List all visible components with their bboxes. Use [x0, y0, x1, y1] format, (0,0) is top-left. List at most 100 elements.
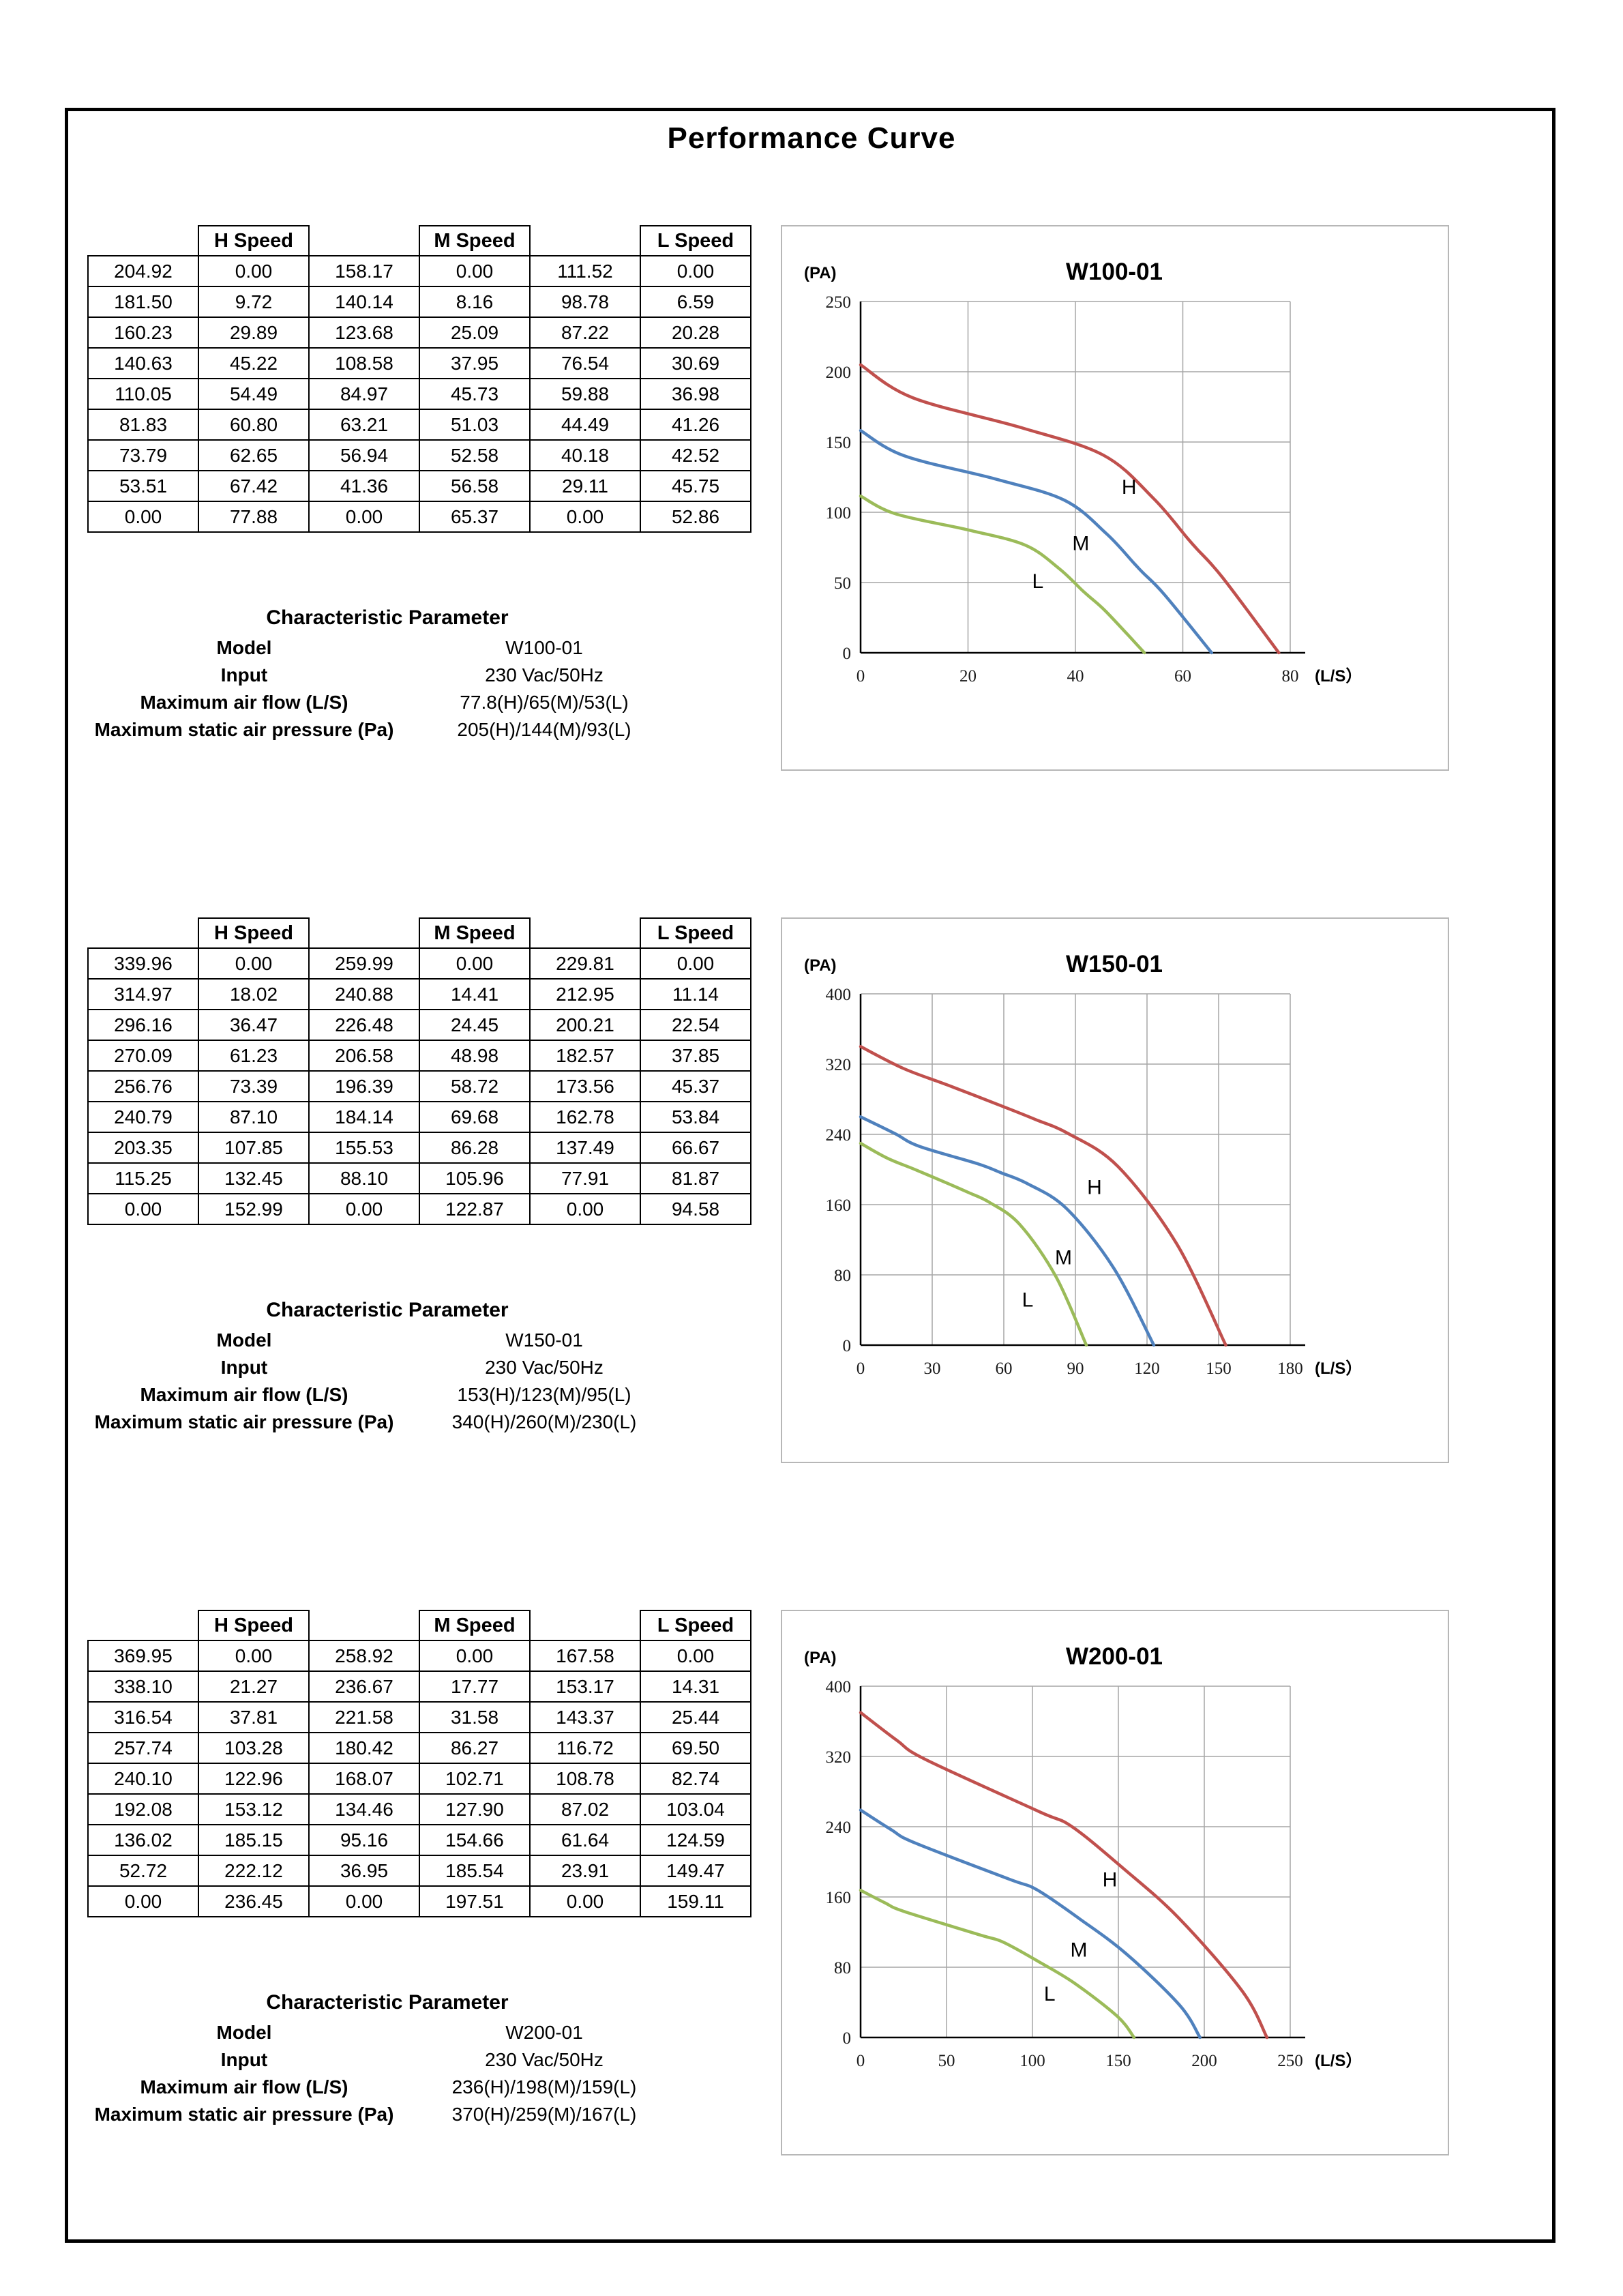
- param-value-pressure: 370(H)/259(M)/167(L): [451, 2104, 637, 2125]
- y-axis-unit-label: (PA): [804, 264, 837, 282]
- table-cell: 77.91: [529, 1162, 641, 1194]
- svg-text:80: 80: [834, 1267, 851, 1285]
- table-cell: 73.39: [198, 1070, 310, 1102]
- l-speed-header: L Speed: [640, 917, 751, 949]
- svg-text:320: 320: [826, 1748, 852, 1767]
- table-cell: 0.00: [198, 255, 310, 287]
- performance-chart: 0 80 160 240 320 400 0 50 100 150 200 250 (PA) W200-0…: [804, 1643, 1362, 2070]
- table-cell: 108.78: [529, 1763, 641, 1795]
- table-cell: 23.91: [529, 1855, 641, 1887]
- table-cell: 134.46: [308, 1793, 420, 1825]
- table-row: 204.92 0.00 158.17 0.00 111.52 0.00: [87, 255, 751, 287]
- param-row: Model W200-01: [87, 2019, 687, 2046]
- param-value-model: W100-01: [505, 637, 583, 658]
- table-cell: 87.10: [198, 1101, 310, 1133]
- table-row: 369.95 0.00 258.92 0.00 167.58 0.00: [87, 1640, 751, 1672]
- table-row: 160.23 29.89 123.68 25.09 87.22 20.28: [87, 317, 751, 349]
- param-label-input: Input: [220, 2049, 268, 2070]
- table-cell: 20.28: [640, 317, 751, 349]
- curve-L: [859, 1888, 1136, 2040]
- curve-M: [859, 428, 1214, 655]
- param-row: Maximum static air pressure (Pa) 340(H)/…: [87, 1409, 687, 1436]
- table-cell: 226.48: [308, 1009, 420, 1041]
- table-cell: 137.49: [529, 1132, 641, 1164]
- chart-title: W200-01: [1066, 1643, 1163, 1670]
- param-value-input: 230 Vac/50Hz: [485, 664, 604, 686]
- svg-text:200: 200: [1191, 2052, 1217, 2070]
- axis-tick-labels: 0 50 100 150 200 250 0 20 40 60 80: [826, 293, 1299, 686]
- table-cell: 143.37: [529, 1701, 641, 1733]
- table-cell: 14.31: [640, 1671, 751, 1703]
- table-cell: 338.10: [87, 1671, 199, 1703]
- table-cell: 41.26: [640, 409, 751, 441]
- table-cell: 0.00: [419, 947, 531, 980]
- param-row: Input 230 Vac/50Hz: [87, 662, 687, 689]
- table-cell: 102.71: [419, 1763, 531, 1795]
- table-cell: 18.02: [198, 978, 310, 1010]
- svg-text:0: 0: [857, 1359, 865, 1378]
- table-row: 81.83 60.80 63.21 51.03 44.49 41.26: [87, 409, 751, 441]
- table-cell: 162.78: [529, 1101, 641, 1133]
- table-cell: 167.58: [529, 1640, 641, 1672]
- svg-text:0: 0: [843, 645, 852, 663]
- table-cell: 86.28: [419, 1132, 531, 1164]
- l-speed-header: L Speed: [640, 225, 751, 256]
- svg-text:60: 60: [1174, 667, 1191, 686]
- table-cell: 52.58: [419, 439, 531, 471]
- table-cell: 81.83: [87, 409, 199, 441]
- param-value-airflow: 77.8(H)/65(M)/53(L): [460, 692, 629, 713]
- characteristic-parameters: Characteristic Parameter Model W200-01 I…: [87, 1986, 687, 2128]
- svg-text:80: 80: [1282, 667, 1299, 686]
- empty-header-cell: [88, 1610, 198, 1640]
- m-speed-header: M Speed: [419, 917, 531, 949]
- param-label-input: Input: [220, 1357, 268, 1378]
- performance-chart: 0 80 160 240 320 400 0 30 60 90 120 150 180 (PA) W150-…: [804, 951, 1362, 1378]
- table-cell: 149.47: [640, 1855, 751, 1887]
- param-row: Model W150-01: [87, 1327, 687, 1354]
- table-cell: 153.12: [198, 1793, 310, 1825]
- table-row: 314.97 18.02 240.88 14.41 212.95 11.14: [87, 978, 751, 1010]
- table-cell: 257.74: [87, 1732, 199, 1764]
- param-value-input: 230 Vac/50Hz: [485, 1357, 604, 1378]
- table-cell: 24.45: [419, 1009, 531, 1041]
- table-cell: 0.00: [308, 501, 420, 533]
- table-cell: 136.02: [87, 1824, 199, 1856]
- table-cell: 0.00: [308, 1885, 420, 1917]
- empty-header-cell: [309, 1610, 419, 1640]
- table-cell: 52.86: [640, 501, 751, 533]
- table-cell: 98.78: [529, 286, 641, 318]
- table-cell: 82.74: [640, 1763, 751, 1795]
- x-axis-unit-label: (L/S）: [1315, 2052, 1362, 2070]
- table-cell: 185.54: [419, 1855, 531, 1887]
- svg-text:20: 20: [959, 667, 977, 686]
- table-cell: 140.14: [308, 286, 420, 318]
- speed-data-table: H Speed M Speed L Speed 204.92 0.00 158.17…: [87, 225, 751, 533]
- curve-H: [859, 1711, 1269, 2040]
- param-row: Input 230 Vac/50Hz: [87, 2046, 687, 2074]
- table-cell: 107.85: [198, 1132, 310, 1164]
- table-cell: 0.00: [419, 1640, 531, 1672]
- table-cell: 236.67: [308, 1671, 420, 1703]
- table-cell: 51.03: [419, 409, 531, 441]
- table-cell: 197.51: [419, 1885, 531, 1917]
- table-cell: 160.23: [87, 317, 199, 349]
- curve-label-H: H: [1103, 1869, 1118, 1892]
- table-cell: 22.54: [640, 1009, 751, 1041]
- table-cell: 88.10: [308, 1162, 420, 1194]
- param-label-model: Model: [216, 1329, 272, 1351]
- table-cell: 67.42: [198, 470, 310, 502]
- table-cell: 127.90: [419, 1793, 531, 1825]
- table-cell: 11.14: [640, 978, 751, 1010]
- table-cell: 140.63: [87, 347, 199, 379]
- chart-axes: [859, 301, 1305, 654]
- param-row: Maximum air flow (L/S) 153(H)/123(M)/95(…: [87, 1381, 687, 1409]
- table-cell: 52.72: [87, 1855, 199, 1887]
- chart-w200-01: 0 80 160 240 320 400 0 50 100 150 200 250 (PA) W200-0…: [781, 1610, 1449, 2155]
- table-cell: 155.53: [308, 1132, 420, 1164]
- table-row: 115.25 132.45 88.10 105.96 77.91 81.87: [87, 1162, 751, 1194]
- table-cell: 108.58: [308, 347, 420, 379]
- chart-grid: [861, 301, 1291, 653]
- table-cell: 61.23: [198, 1040, 310, 1072]
- table-cell: 53.51: [87, 470, 199, 502]
- table-cell: 316.54: [87, 1701, 199, 1733]
